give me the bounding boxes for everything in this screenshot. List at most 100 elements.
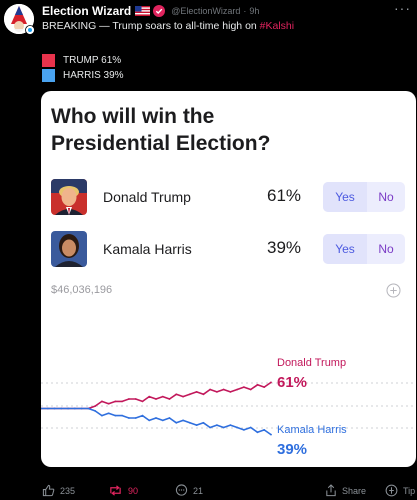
series-point-trump (188, 393, 191, 396)
author-avatar[interactable] (4, 4, 34, 34)
series-point-trump (222, 388, 225, 391)
series-point-harris (243, 429, 245, 431)
series-point-harris (80, 407, 83, 410)
series-point-harris (263, 429, 266, 431)
series-line-harris (41, 407, 272, 436)
series-point-trump (134, 398, 137, 400)
candidate-name: Donald Trump (103, 189, 191, 205)
series-point-harris (121, 414, 124, 417)
series-point-trump (195, 391, 198, 393)
yes-button[interactable]: Yes (323, 234, 367, 264)
legend-label-trump: TRUMP 61% (63, 55, 122, 66)
series-point-trump (236, 388, 239, 391)
candidate-row-trump: Donald Trump 61% Yes No (41, 179, 416, 219)
series-point-trump (161, 395, 164, 398)
wizard-avatar-icon (4, 4, 34, 34)
series-point-harris (128, 417, 130, 419)
legend-swatch-harris (42, 69, 55, 82)
market-card[interactable]: Who will win the Presidential Election? … (41, 91, 416, 467)
series-point-harris (101, 414, 103, 417)
series-point-trump (175, 393, 178, 396)
series-point-trump (155, 398, 157, 400)
reply-count: 21 (193, 485, 204, 496)
action-bar: 235 90 21 Share Tip (0, 484, 417, 500)
series-point-harris (175, 421, 178, 424)
series-point-harris (195, 424, 198, 426)
chart-label-harris-name: Kamala Harris (277, 424, 347, 436)
share-label: Share (342, 485, 367, 496)
candidate-name: Kamala Harris (103, 241, 192, 257)
share-icon (326, 484, 336, 497)
candidate-percent: 61% (267, 186, 302, 205)
harris-portrait-icon (51, 231, 87, 267)
like-button[interactable]: 235 (42, 484, 75, 497)
chart-label-harris-pct: 39% (277, 441, 308, 458)
series-point-trump (168, 398, 171, 400)
legend-label-harris: HARRIS 39% (63, 70, 124, 81)
series-point-harris (168, 417, 171, 419)
post-text: BREAKING — Trump soars to all-time high … (42, 20, 294, 32)
legend-item-trump: TRUMP 61% (42, 54, 121, 67)
share-button[interactable]: Share (325, 484, 366, 497)
series-point-harris (236, 426, 239, 429)
series-point-harris (46, 407, 49, 410)
series-point-harris (256, 431, 259, 434)
thumbs-up-icon (42, 484, 55, 497)
series-point-trump (128, 398, 130, 400)
series-point-harris (216, 424, 218, 426)
series-point-harris (107, 412, 110, 415)
reply-button[interactable]: 21 (175, 484, 203, 497)
author-handle[interactable]: @ElectionWizard (171, 6, 241, 16)
series-point-harris (67, 407, 69, 410)
tip-icon (385, 484, 398, 497)
series-point-harris (249, 426, 252, 429)
series-point-harris (229, 424, 232, 426)
market-volume: $46,036,196 (51, 284, 113, 296)
author-name[interactable]: Election Wizard (42, 4, 132, 18)
series-point-trump (94, 405, 96, 407)
series-point-harris (202, 421, 205, 424)
repost-icon (110, 485, 121, 496)
series-point-trump (121, 400, 124, 403)
series-point-harris (94, 410, 96, 412)
series-point-trump (243, 386, 245, 388)
series-point-harris (134, 417, 137, 419)
hashtag-link[interactable]: #Kalshi (259, 20, 295, 32)
plus-icon[interactable] (386, 283, 401, 298)
series-point-trump (202, 393, 205, 396)
series-point-harris (148, 419, 151, 422)
series-point-trump (101, 400, 103, 403)
series-point-trump (182, 395, 185, 398)
series-line-trump (41, 381, 272, 410)
series-point-harris (114, 414, 117, 417)
series-point-harris (155, 417, 157, 419)
post-time[interactable]: 9h (249, 6, 260, 16)
repost-button[interactable]: 90 (108, 484, 138, 497)
badge-icon (25, 25, 35, 35)
no-button[interactable]: No (378, 190, 394, 204)
more-options-icon[interactable]: ··· (394, 0, 411, 16)
legend-item-harris: HARRIS 39% (42, 69, 124, 82)
yes-no-group: Yes No (323, 182, 405, 212)
series-point-trump (114, 400, 117, 403)
no-button[interactable]: No (378, 242, 394, 256)
series-point-trump (148, 395, 151, 398)
series-point-harris (222, 426, 225, 429)
series-point-trump (229, 391, 232, 393)
series-point-harris (270, 433, 272, 436)
series-point-trump (141, 400, 144, 403)
series-point-harris (182, 419, 185, 422)
series-point-harris (41, 407, 42, 410)
chart-label-trump-name: Donald Trump (277, 357, 347, 369)
yes-no-group: Yes No (323, 234, 405, 264)
reply-bubble-icon (175, 484, 188, 496)
series-point-harris (161, 419, 164, 422)
candidate-percent: 39% (267, 238, 302, 257)
tip-button[interactable]: Tip (385, 484, 415, 497)
series-point-trump (263, 386, 266, 388)
series-point-harris (60, 407, 63, 410)
series-point-trump (256, 383, 259, 386)
us-flag-icon (135, 6, 151, 16)
series-point-trump (107, 402, 110, 405)
yes-button[interactable]: Yes (323, 182, 367, 212)
